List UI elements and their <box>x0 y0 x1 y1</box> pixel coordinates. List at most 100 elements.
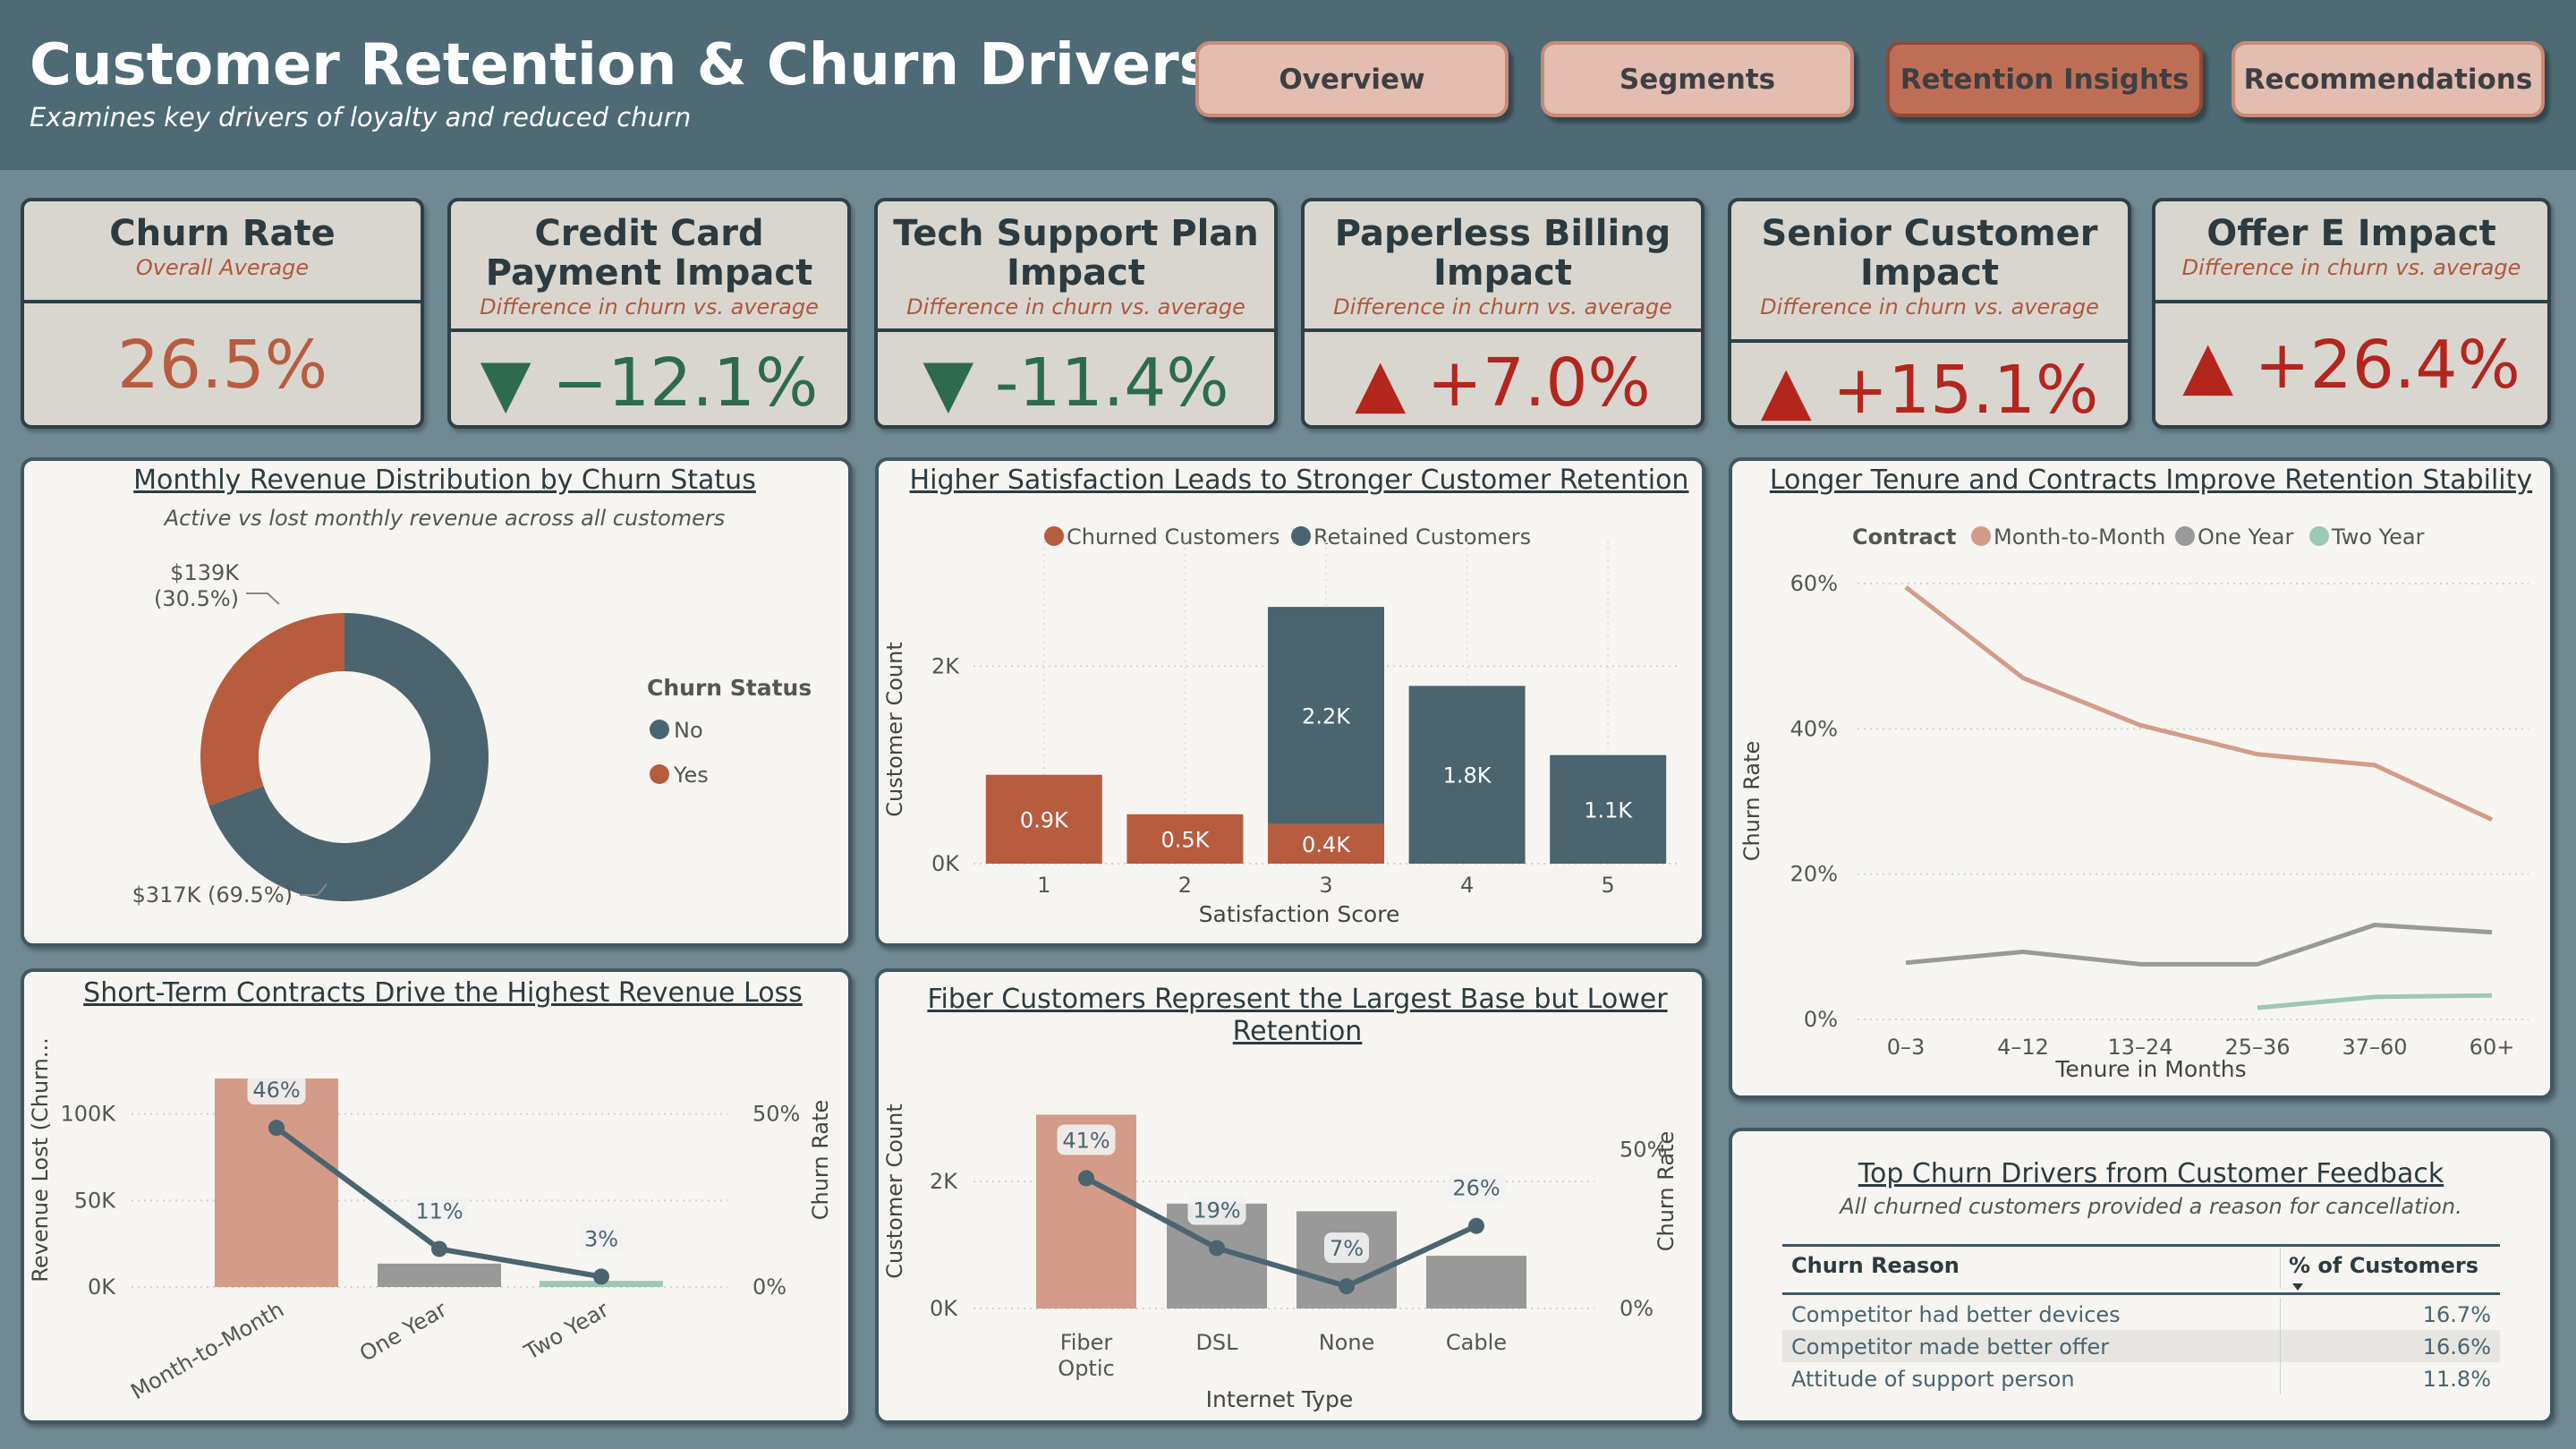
bar-data-label: 0.9K <box>1020 807 1069 832</box>
chart-subtitle: All churned customers provided a reason … <box>1838 1194 2461 1219</box>
slice-label-yes: $139K <box>170 560 240 585</box>
contract-combo-chart: Short-Term Contracts Drive the Highest R… <box>28 977 833 1404</box>
legend-label-month: Month-to-Month <box>1994 524 2165 550</box>
slice-label-no: $317K (69.5%) <box>132 882 293 908</box>
cell-separator <box>2280 1362 2281 1394</box>
y-tick-label: 2K <box>930 1169 958 1194</box>
x-tick-label: 25–36 <box>2224 1035 2290 1060</box>
chart-title: Higher Satisfaction Leads to Stronger Cu… <box>910 465 1689 496</box>
data-label-bg <box>579 1223 624 1254</box>
y2-tick-label: 50% <box>752 1102 800 1127</box>
kpi-divider <box>1305 328 1701 332</box>
churn-rate-point <box>1468 1217 1484 1234</box>
y-tick-label: 50K <box>74 1188 117 1213</box>
kpi-value: +26.4% <box>2254 327 2521 404</box>
table-cell-reason: Competitor made better offer <box>1791 1334 2109 1360</box>
y-tick-label: 0K <box>930 1296 958 1321</box>
bar-data-label: 2.2K <box>1302 703 1351 729</box>
bars: 0.9K 1 0.5K 2 0.4K 2.2K 3 1.8K 4 1.1K 5 <box>985 607 1667 898</box>
kpi-divider <box>451 328 847 332</box>
kpi-value: -11.4% <box>994 345 1229 422</box>
nav-recommendations-button[interactable]: Recommendations <box>2232 41 2545 117</box>
kpi-offer-e-impact: Offer E Impact Difference in churn vs. a… <box>2152 198 2551 429</box>
sort-desc-icon[interactable] <box>2292 1283 2303 1291</box>
grid: 0K 2K 0% 50% <box>930 1138 1667 1322</box>
slice-label-yes-pct: (30.5%) <box>154 586 239 611</box>
y-axis-label: Revenue Lost (Churn... <box>28 1037 53 1282</box>
kpi-value: 26.5% <box>116 327 328 404</box>
leader-line-no <box>300 883 327 896</box>
drivers-table-panel: Top Churn Drivers from Customer Feedback… <box>1729 1128 2554 1424</box>
data-label: 7% <box>1330 1236 1364 1261</box>
kpi-value-row: ▼ −12.1% <box>451 345 847 422</box>
kpi-churn-rate: Churn Rate Overall Average 26.5% <box>21 198 424 429</box>
satisfaction-bar-chart: Higher Satisfaction Leads to Stronger Cu… <box>882 465 1689 927</box>
x-axis-label: Satisfaction Score <box>1199 901 1400 927</box>
bar-retained <box>1408 686 1526 864</box>
y-tick-label: 2K <box>931 653 960 678</box>
kpi-subtitle: Difference in churn vs. average <box>2181 255 2521 280</box>
series-line-month-to-month <box>1904 585 2494 823</box>
donut-slice-yes <box>200 613 344 806</box>
kpi-value: −12.1% <box>552 345 819 422</box>
kpi-tech-support-impact: Tech Support Plan Impact Difference in c… <box>874 198 1278 429</box>
x-axis-label: Internet Type <box>1206 1386 1354 1412</box>
nav-segments-button[interactable]: Segments <box>1541 41 1854 117</box>
y-axis-label: Churn Rate <box>1739 741 1764 862</box>
legend-marker-yes <box>650 764 669 784</box>
up-arrow-icon: ▲ <box>1355 345 1407 422</box>
column-header-percent[interactable]: % of Customers <box>2289 1253 2478 1278</box>
kpi-subtitle: Difference in churn vs. average <box>1333 294 1672 320</box>
internet-combo-chart: Fiber Customers Represent the Largest Ba… <box>882 984 1679 1412</box>
bar-retained <box>1268 607 1384 824</box>
up-arrow-icon: ▲ <box>1760 352 1812 429</box>
x-tick-label: 4 <box>1460 873 1474 898</box>
bar-churned <box>985 774 1102 864</box>
internet-panel: Fiber Customers Represent the Largest Ba… <box>875 968 1705 1424</box>
x-tick-label: 1 <box>1037 873 1050 898</box>
column-header-reason[interactable]: Churn Reason <box>1791 1253 1960 1278</box>
x-tick-label: One Year <box>355 1297 451 1367</box>
page-subtitle: Examines key drivers of loyalty and redu… <box>30 102 692 132</box>
x-tick-label: 2 <box>1178 873 1192 898</box>
kpi-divider <box>2155 300 2547 303</box>
grid: 0% 20% 40% 60% 0–3 4–12 13–24 25–36 37–60 60+ <box>1790 571 2529 1060</box>
y2-tick-label: 0% <box>752 1274 786 1300</box>
kpi-title: Tech Support Plan Impact <box>893 213 1259 294</box>
data-label-bg <box>410 1195 469 1226</box>
kpi-paperless-billing-impact: Paperless Billing Impact Difference in c… <box>1301 198 1705 429</box>
data-label: 46% <box>252 1078 300 1103</box>
contract-panel: Short-Term Contracts Drive the Highest R… <box>21 968 852 1424</box>
kpi-value: +15.1% <box>1832 352 2099 429</box>
legend-marker-retained <box>1291 526 1311 546</box>
x-tick-label: 0–3 <box>1887 1035 1926 1060</box>
nav-overview-button[interactable]: Overview <box>1195 41 1509 117</box>
legend-label-no: No <box>674 718 703 743</box>
up-arrow-icon: ▲ <box>2182 327 2234 404</box>
y2-axis-label: Churn Rate <box>808 1100 833 1221</box>
table-cell-reason: Competitor had better devices <box>1791 1302 2121 1327</box>
cell-separator <box>2280 1330 2281 1362</box>
nav-retention-insights-button[interactable]: Retention Insights <box>1886 41 2203 117</box>
data-label-bg <box>1447 1172 1506 1203</box>
bar-data-label: 1.1K <box>1584 797 1633 823</box>
legend-marker-churned <box>1044 526 1064 546</box>
kpi-credit-card-impact: Credit Card Payment Impact Difference in… <box>447 198 851 429</box>
series-line-two-year <box>2257 993 2493 1010</box>
header-bar: Customer Retention & Churn Drivers Exami… <box>0 0 2576 170</box>
legend-marker-no <box>650 720 669 739</box>
down-arrow-icon: ▼ <box>480 345 531 422</box>
churn-rate-point <box>593 1268 609 1285</box>
y-tick-label: 0K <box>88 1274 116 1300</box>
data-label: 19% <box>1193 1198 1240 1223</box>
bar-data-label: 1.8K <box>1443 763 1492 788</box>
x-axis-label: Tenure in Months <box>2054 1056 2246 1082</box>
legend-label-retained: Retained Customers <box>1314 524 1531 550</box>
legend-label-churned: Churned Customers <box>1067 524 1280 550</box>
y2-axis-label: Churn Rate <box>1654 1131 1679 1252</box>
x-tick-label: 60+ <box>2470 1035 2515 1060</box>
x-tick-label: Two Year <box>520 1297 614 1366</box>
legend-marker-two-year <box>2309 526 2329 546</box>
kpi-subtitle: Difference in churn vs. average <box>906 294 1245 320</box>
kpi-title: Senior Customer Impact <box>1761 213 2098 294</box>
